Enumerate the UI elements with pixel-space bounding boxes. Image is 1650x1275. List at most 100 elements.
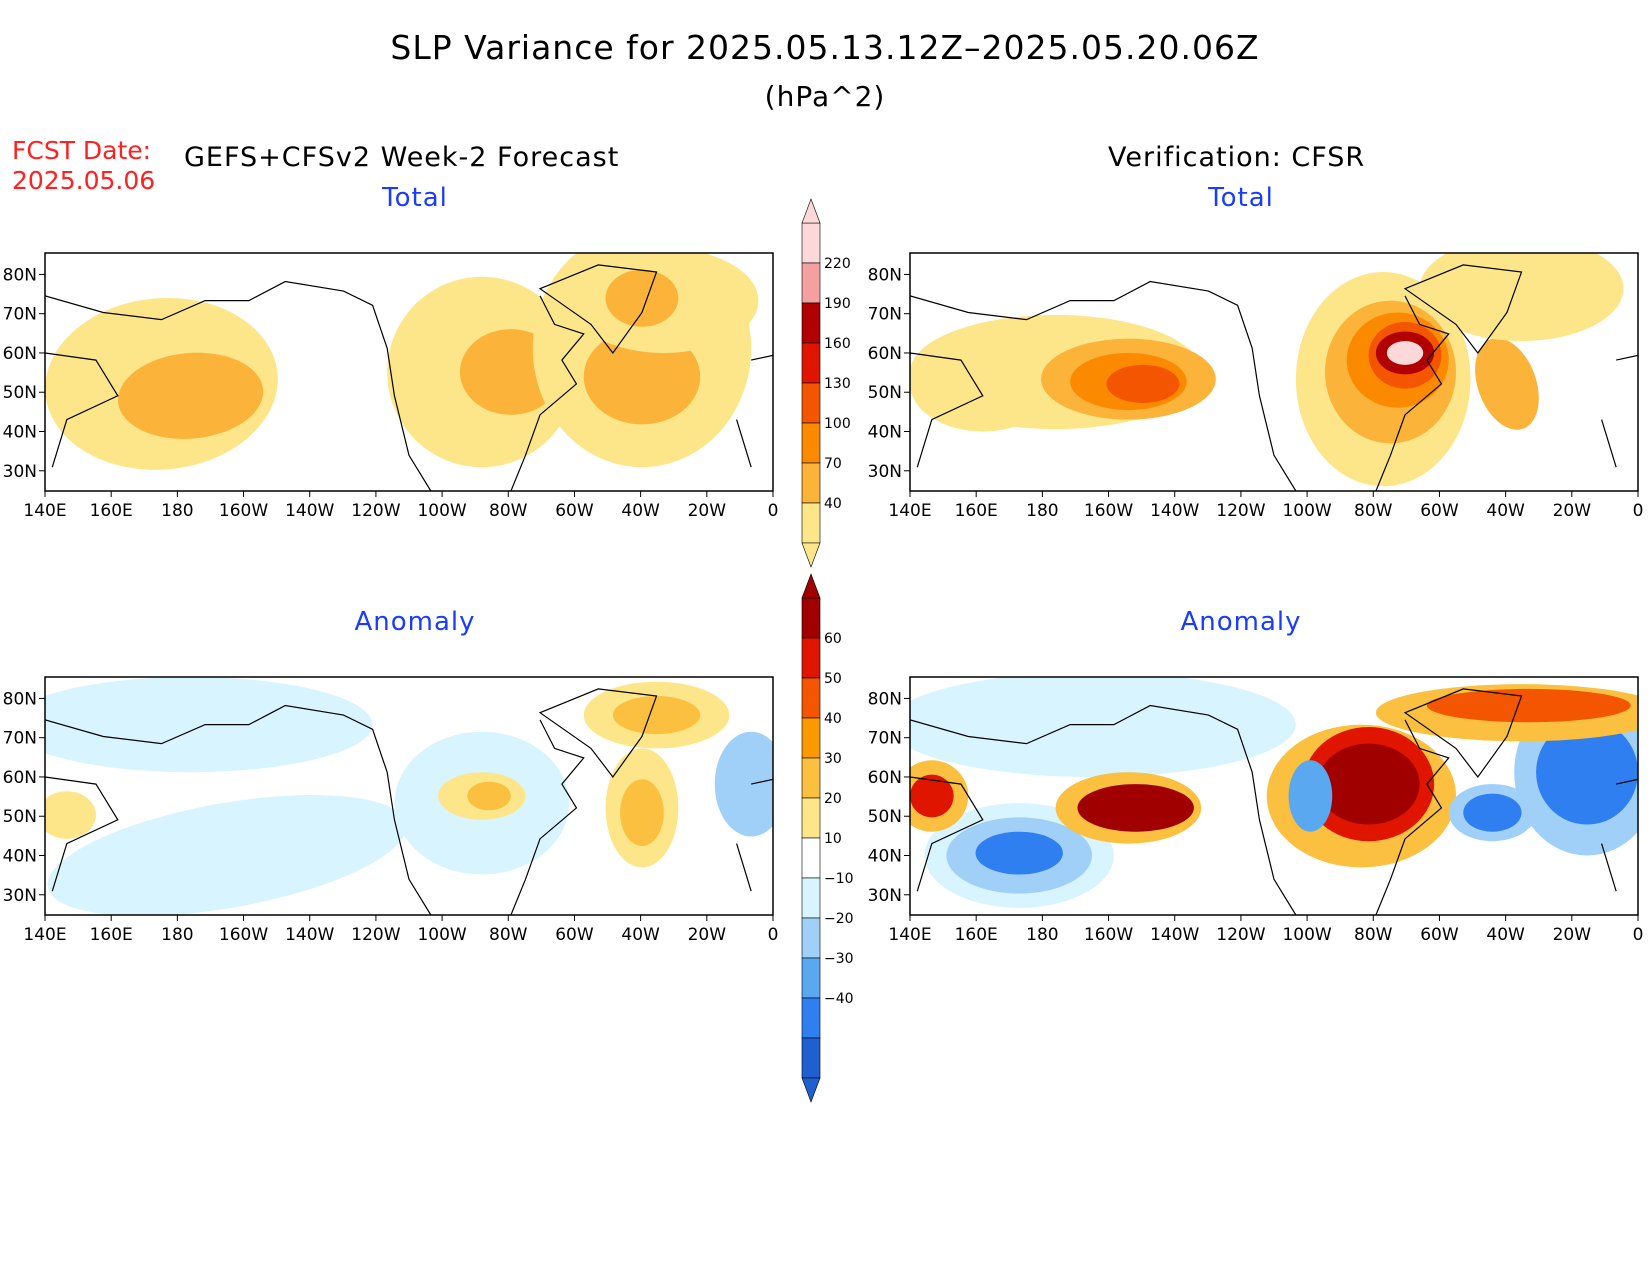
lon-label: 20W	[1553, 501, 1592, 521]
colorbar-swatch	[801, 997, 821, 1039]
lon-label: 40W	[1486, 925, 1525, 945]
variance-contour	[1317, 743, 1420, 825]
colorbar-level-label: 40	[824, 496, 842, 512]
colorbar-level-label: 220	[824, 256, 851, 272]
variance-contour	[1386, 341, 1424, 365]
coastline-greenland	[538, 688, 658, 778]
lat-label: 30N	[868, 462, 902, 482]
lon-label: 80W	[489, 925, 528, 945]
colorbar-swatch	[801, 1037, 821, 1079]
lat-label: 40N	[3, 847, 37, 867]
colorbar-swatch	[801, 917, 821, 959]
lon-label: 180	[1026, 501, 1058, 521]
colorbar-level-label: 60	[824, 631, 842, 647]
colorbar-swatch	[801, 422, 821, 464]
lon-label: 80W	[489, 501, 528, 521]
map-panel-verification-anomaly: 80N 70N 60N 50N 40N 30N 140E 160E 180 160W 140W 120…	[868, 676, 1644, 945]
map-frame	[909, 676, 1639, 916]
lon-label: 120W	[1216, 501, 1265, 521]
variance-contour	[910, 677, 1296, 777]
lon-label: 120W	[1216, 925, 1265, 945]
coastline-northamerica-west	[910, 704, 1297, 915]
colorbar-level-label: −10	[824, 871, 854, 887]
lon-label: 180	[161, 501, 193, 521]
variance-contour	[47, 795, 407, 915]
coastline-asia	[45, 776, 119, 892]
variance-contour	[45, 791, 96, 839]
lat-label: 80N	[3, 689, 37, 709]
lat-label: 50N	[868, 383, 902, 403]
lon-label: 0	[1633, 925, 1644, 945]
lon-label: 160E	[955, 501, 998, 521]
panel-title-forecast-total: Total	[382, 183, 448, 213]
map-panel-verification-total: 80N 70N 60N 50N 40N 30N 140E 160E 180 160W 140W 120…	[868, 252, 1644, 521]
colorbar-level-label: 10	[824, 831, 842, 847]
lat-label: 60N	[868, 768, 902, 788]
colorbar-arrow	[801, 1077, 821, 1103]
lon-label: 160W	[1084, 501, 1133, 521]
colorbar-total: 220 190 160 130 100 70 40	[801, 198, 851, 568]
map-frame	[44, 252, 774, 492]
lon-label: 40W	[1486, 501, 1525, 521]
lon-label: 180	[161, 925, 193, 945]
lon-label: 60W	[1420, 925, 1459, 945]
lon-label: 140E	[888, 501, 931, 521]
lon-label: 140W	[285, 925, 334, 945]
colorbar-swatch	[801, 502, 821, 544]
lat-label: 30N	[3, 462, 37, 482]
colorbar-swatch	[801, 677, 821, 719]
lon-label: 160W	[219, 925, 268, 945]
colorbar-level-label: −20	[824, 911, 854, 927]
lat-label: 70N	[3, 729, 37, 749]
colorbar-level-label: 40	[824, 711, 842, 727]
lon-label: 0	[1633, 501, 1644, 521]
map-panel-forecast-total: 80N 70N 60N 50N 40N 30N 140E 160E 180 160W 140W 120…	[3, 252, 779, 521]
forecast-date-caption: FCST Date:	[12, 136, 152, 165]
colorbar-swatch	[801, 262, 821, 304]
colorbar-arrow	[801, 542, 821, 568]
panel-title-verification-anomaly: Anomaly	[1180, 607, 1302, 637]
variance-contour	[1419, 253, 1624, 342]
coastline-asia	[910, 352, 984, 468]
lon-label: 20W	[1553, 925, 1592, 945]
lat-label: 40N	[868, 423, 902, 443]
colorbar-swatch	[801, 957, 821, 999]
forecast-date-label: FCST Date: 2025.05.06	[12, 136, 155, 196]
lon-label: 80W	[1354, 501, 1393, 521]
lat-label: 70N	[868, 729, 902, 749]
colorbar-arrow	[801, 573, 821, 599]
colorbar-swatch	[801, 382, 821, 424]
variance-contour	[910, 774, 954, 818]
variance-field	[910, 677, 1638, 915]
colorbar-swatch	[801, 597, 821, 639]
lon-label: 100W	[417, 501, 466, 521]
colorbar-swatch	[801, 342, 821, 384]
variance-contour	[605, 269, 679, 327]
lon-label: 160W	[219, 501, 268, 521]
lon-label: 40W	[621, 501, 660, 521]
coastline-asia	[45, 352, 119, 468]
coastline-northamerica-east	[1375, 295, 1450, 491]
colorbar-level-label: 50	[824, 671, 842, 687]
lon-label: 100W	[417, 925, 466, 945]
panel-title-forecast-anomaly: Anomaly	[354, 607, 476, 637]
variance-field	[910, 253, 1638, 491]
lon-label: 20W	[688, 501, 727, 521]
lon-label: 160E	[955, 925, 998, 945]
variance-contour	[620, 779, 664, 846]
map-panel-forecast-anomaly: 80N 70N 60N 50N 40N 30N 140E 160E 180 160W 140W 120…	[3, 676, 778, 945]
colorbar-swatch	[801, 717, 821, 759]
colorbar-level-label: 190	[824, 296, 851, 312]
lat-label: 60N	[868, 344, 902, 364]
lat-label: 30N	[868, 886, 902, 906]
lon-label: 160E	[90, 925, 133, 945]
lon-label: 60W	[1420, 501, 1459, 521]
coastline-europe	[1601, 354, 1638, 468]
lon-label: 0	[768, 501, 779, 521]
lat-label: 30N	[3, 886, 37, 906]
coastline-greenland	[1403, 688, 1523, 778]
lon-label: 140W	[1150, 925, 1199, 945]
lat-label: 40N	[868, 847, 902, 867]
coastline-asia	[910, 776, 984, 892]
colorbar-level-label: 20	[824, 791, 842, 807]
